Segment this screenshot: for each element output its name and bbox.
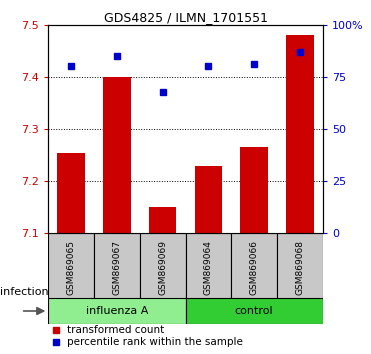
Bar <box>277 233 323 298</box>
Bar <box>149 207 176 233</box>
Text: influenza A: influenza A <box>86 306 148 316</box>
Bar <box>186 298 323 324</box>
Bar <box>58 153 85 233</box>
Bar <box>48 298 186 324</box>
Bar <box>48 233 94 298</box>
Text: infection: infection <box>0 287 49 297</box>
Text: GSM869064: GSM869064 <box>204 240 213 295</box>
Bar <box>195 166 222 233</box>
Bar <box>186 233 231 298</box>
Text: transformed count: transformed count <box>68 325 165 335</box>
Text: GSM869065: GSM869065 <box>67 240 76 295</box>
Text: GSM869069: GSM869069 <box>158 240 167 295</box>
Bar <box>231 233 277 298</box>
Bar <box>103 77 131 233</box>
Text: percentile rank within the sample: percentile rank within the sample <box>68 337 243 347</box>
Bar <box>286 35 313 233</box>
Text: GSM869067: GSM869067 <box>112 240 121 295</box>
Bar <box>240 147 268 233</box>
Bar <box>94 233 140 298</box>
Text: control: control <box>235 306 273 316</box>
Title: GDS4825 / ILMN_1701551: GDS4825 / ILMN_1701551 <box>104 11 267 24</box>
Text: GSM869066: GSM869066 <box>250 240 259 295</box>
Bar <box>140 233 186 298</box>
Text: GSM869068: GSM869068 <box>295 240 304 295</box>
